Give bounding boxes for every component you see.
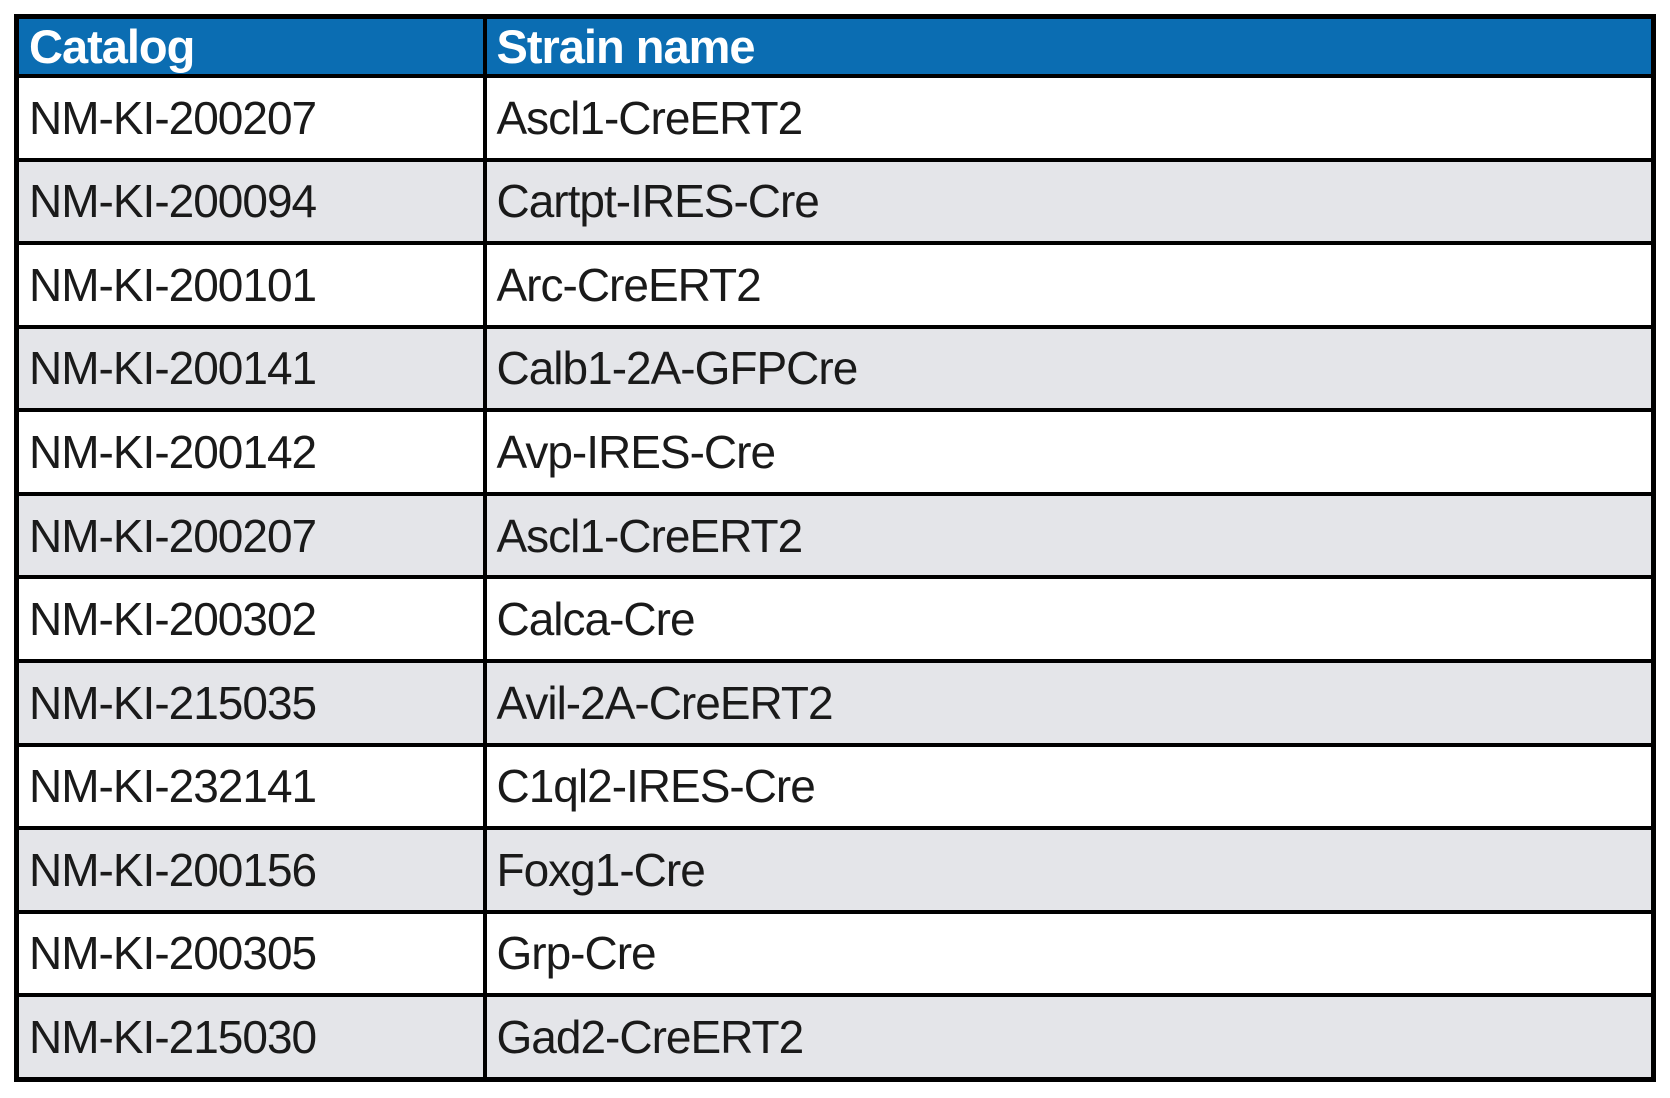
strain-cell: Arc-CreERT2 bbox=[482, 241, 1656, 329]
strain-cell: Ascl1-CreERT2 bbox=[482, 491, 1656, 580]
catalog-cell: NM-KI-200207 bbox=[14, 74, 487, 162]
catalog-cell: NM-KI-215030 bbox=[14, 993, 487, 1082]
table-row: NM-KI-200305 Grp-Cre bbox=[14, 909, 1656, 998]
column-header-strain: Strain name bbox=[482, 14, 1656, 78]
table-row: NM-KI-200094 Cartpt-IRES-Cre bbox=[14, 157, 1656, 246]
strain-cell: Avp-IRES-Cre bbox=[482, 408, 1656, 496]
table-row: NM-KI-200207 Ascl1-CreERT2 bbox=[14, 74, 1656, 162]
strain-cell: Calb1-2A-GFPCre bbox=[482, 324, 1656, 413]
column-header-catalog: Catalog bbox=[14, 14, 487, 78]
catalog-cell: NM-KI-232141 bbox=[14, 742, 487, 831]
header-row: Catalog Strain name bbox=[14, 14, 1656, 78]
table-row: NM-KI-215035 Avil-2A-CreERT2 bbox=[14, 658, 1656, 747]
strain-cell: Ascl1-CreERT2 bbox=[482, 74, 1656, 162]
catalog-cell: NM-KI-200141 bbox=[14, 324, 487, 413]
strain-cell: Foxg1-Cre bbox=[482, 826, 1656, 914]
catalog-cell: NM-KI-200101 bbox=[14, 241, 487, 329]
catalog-cell: NM-KI-200207 bbox=[14, 491, 487, 580]
table-row: NM-KI-200142 Avp-IRES-Cre bbox=[14, 408, 1656, 496]
catalog-cell: NM-KI-200094 bbox=[14, 157, 487, 246]
table-row: NM-KI-200156 Foxg1-Cre bbox=[14, 826, 1656, 914]
catalog-cell: NM-KI-200305 bbox=[14, 909, 487, 998]
strain-cell: Gad2-CreERT2 bbox=[482, 993, 1656, 1082]
table-row: NM-KI-200101 Arc-CreERT2 bbox=[14, 241, 1656, 329]
table-row: NM-KI-200207 Ascl1-CreERT2 bbox=[14, 491, 1656, 580]
strain-cell: Avil-2A-CreERT2 bbox=[482, 658, 1656, 747]
table-row: NM-KI-232141 C1ql2-IRES-Cre bbox=[14, 742, 1656, 831]
catalog-cell: NM-KI-200142 bbox=[14, 408, 487, 496]
strain-cell: C1ql2-IRES-Cre bbox=[482, 742, 1656, 831]
strain-catalog-table: Catalog Strain name NM-KI-200207 Ascl1-Cr… bbox=[14, 14, 1656, 1082]
strain-cell: Grp-Cre bbox=[482, 909, 1656, 998]
catalog-cell: NM-KI-215035 bbox=[14, 658, 487, 747]
catalog-cell: NM-KI-200156 bbox=[14, 826, 487, 914]
catalog-cell: NM-KI-200302 bbox=[14, 575, 487, 663]
strain-cell: Cartpt-IRES-Cre bbox=[482, 157, 1656, 246]
table-row: NM-KI-200141 Calb1-2A-GFPCre bbox=[14, 324, 1656, 413]
table-row: NM-KI-200302 Calca-Cre bbox=[14, 575, 1656, 663]
strain-cell: Calca-Cre bbox=[482, 575, 1656, 663]
table-row: NM-KI-215030 Gad2-CreERT2 bbox=[14, 993, 1656, 1082]
